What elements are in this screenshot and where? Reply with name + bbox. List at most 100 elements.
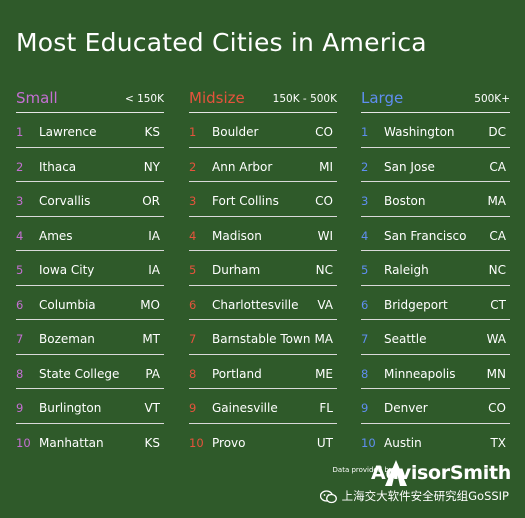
advisorsmith-logo-icon <box>385 460 407 490</box>
city-state: CO <box>315 194 333 208</box>
city-row: 2 San Jose CA <box>361 148 510 182</box>
city-state: UT <box>316 435 333 450</box>
city-name: Barnstable Town <box>212 332 311 346</box>
city-rank: 6 <box>16 297 24 312</box>
data-source-credit: Data provided by AdvisorSmith <box>291 460 511 488</box>
city-row: 7 Barnstable Town MA <box>189 320 337 355</box>
city-name: Minneapolis <box>384 366 456 381</box>
city-row: 5 Raleigh NC <box>361 251 510 286</box>
population-range: 150K - 500K <box>272 93 337 105</box>
city-rank: 8 <box>16 366 24 381</box>
city-rank: 9 <box>16 401 24 415</box>
city-rank: 10 <box>361 435 376 450</box>
city-row: 3 Boston MA <box>361 182 510 217</box>
city-state: WA <box>486 332 506 346</box>
city-row: 8 State College PA <box>16 355 164 389</box>
city-state: MO <box>140 297 160 312</box>
city-name: Boston <box>384 194 426 208</box>
city-rank: 2 <box>189 159 197 174</box>
city-rank: 5 <box>189 263 197 277</box>
city-state: OR <box>142 194 160 208</box>
city-name: Charlottesville <box>212 297 299 312</box>
city-row: 9 Denver CO <box>361 389 510 424</box>
city-state: PA <box>145 366 160 381</box>
city-state: NC <box>315 263 333 277</box>
city-state: NC <box>488 263 506 277</box>
city-rank: 6 <box>189 297 197 312</box>
city-name: Madison <box>212 228 262 243</box>
city-state: CO <box>488 401 506 415</box>
city-row: 9 Gainesville FL <box>189 389 337 424</box>
city-row: 1 Boulder CO <box>189 113 337 148</box>
category-name: Large <box>361 89 404 107</box>
city-row: 2 Ann Arbor MI <box>189 148 337 182</box>
city-rank: 8 <box>189 366 197 381</box>
category-column-midsize: Midsize 150K - 500K 1 Boulder CO 2 Ann Arbor MI… <box>189 88 337 457</box>
data-provided-by-label: Data provided by <box>332 466 393 474</box>
city-state: CO <box>315 125 333 139</box>
city-state: KS <box>144 125 161 139</box>
city-row: 5 Iowa City IA <box>16 251 164 286</box>
city-name: Boulder <box>212 125 259 139</box>
city-state: MI <box>319 159 333 174</box>
city-rank: 4 <box>361 228 369 243</box>
city-row: 3 Corvallis OR <box>16 182 164 217</box>
category-column-small: Small < 150K 1 Lawrence KS 2 Ithaca NY 3 Corvalli… <box>16 88 164 457</box>
city-rank: 7 <box>361 332 369 346</box>
city-state: WI <box>317 228 333 243</box>
city-row: 6 Columbia MO <box>16 286 164 320</box>
city-state: MT <box>142 332 160 346</box>
city-rank: 5 <box>16 263 24 277</box>
city-name: Columbia <box>39 297 96 312</box>
city-row: 1 Washington DC <box>361 113 510 148</box>
city-name: Ithaca <box>39 159 77 174</box>
city-name: San Francisco <box>384 228 467 243</box>
city-name: Provo <box>212 435 246 450</box>
category-header: Large 500K+ <box>361 88 510 113</box>
city-row: 3 Fort Collins CO <box>189 182 337 217</box>
city-name: Raleigh <box>384 263 429 277</box>
city-rank: 4 <box>16 228 24 243</box>
city-state: ME <box>315 366 333 381</box>
city-name: Iowa City <box>39 263 95 277</box>
city-name: Denver <box>384 401 428 415</box>
city-state: FL <box>319 401 333 415</box>
city-row: 10 Austin TX <box>361 424 510 458</box>
city-rank: 9 <box>189 401 197 415</box>
city-rank: 7 <box>16 332 24 346</box>
city-state: KS <box>144 435 161 450</box>
city-row: 4 San Francisco CA <box>361 217 510 251</box>
watermark-text: 上海交大软件安全研究组GoSSIP <box>341 489 509 503</box>
city-rank: 2 <box>361 159 369 174</box>
city-row: 10 Manhattan KS <box>16 424 164 458</box>
city-name: Bozeman <box>39 332 95 346</box>
city-state: DC <box>488 125 506 139</box>
city-name: Lawrence <box>39 125 97 139</box>
city-name: San Jose <box>384 159 435 174</box>
city-rank: 1 <box>16 125 24 139</box>
city-state: VA <box>317 297 333 312</box>
city-row: 1 Lawrence KS <box>16 113 164 148</box>
category-header: Midsize 150K - 500K <box>189 88 337 113</box>
advisorsmith-brand: AdvisorSmith <box>371 462 511 484</box>
city-row: 5 Durham NC <box>189 251 337 286</box>
city-name: Portland <box>212 366 262 381</box>
city-name: Manhattan <box>39 435 104 450</box>
city-rank: 2 <box>16 159 24 174</box>
city-row: 7 Bozeman MT <box>16 320 164 355</box>
city-state: CA <box>489 159 506 174</box>
city-name: Corvallis <box>39 194 91 208</box>
city-name: Ann Arbor <box>212 159 273 174</box>
city-rank: 3 <box>361 194 369 208</box>
city-state: NY <box>143 159 160 174</box>
city-row: 4 Ames IA <box>16 217 164 251</box>
city-name: Durham <box>212 263 261 277</box>
city-rank: 4 <box>189 228 197 243</box>
city-state: MN <box>486 366 506 381</box>
city-state: IA <box>148 228 160 243</box>
city-name: Gainesville <box>212 401 278 415</box>
page-title: Most Educated Cities in America <box>16 28 427 57</box>
city-state: VT <box>144 401 160 415</box>
city-rank: 6 <box>361 297 369 312</box>
city-name: Fort Collins <box>212 194 279 208</box>
